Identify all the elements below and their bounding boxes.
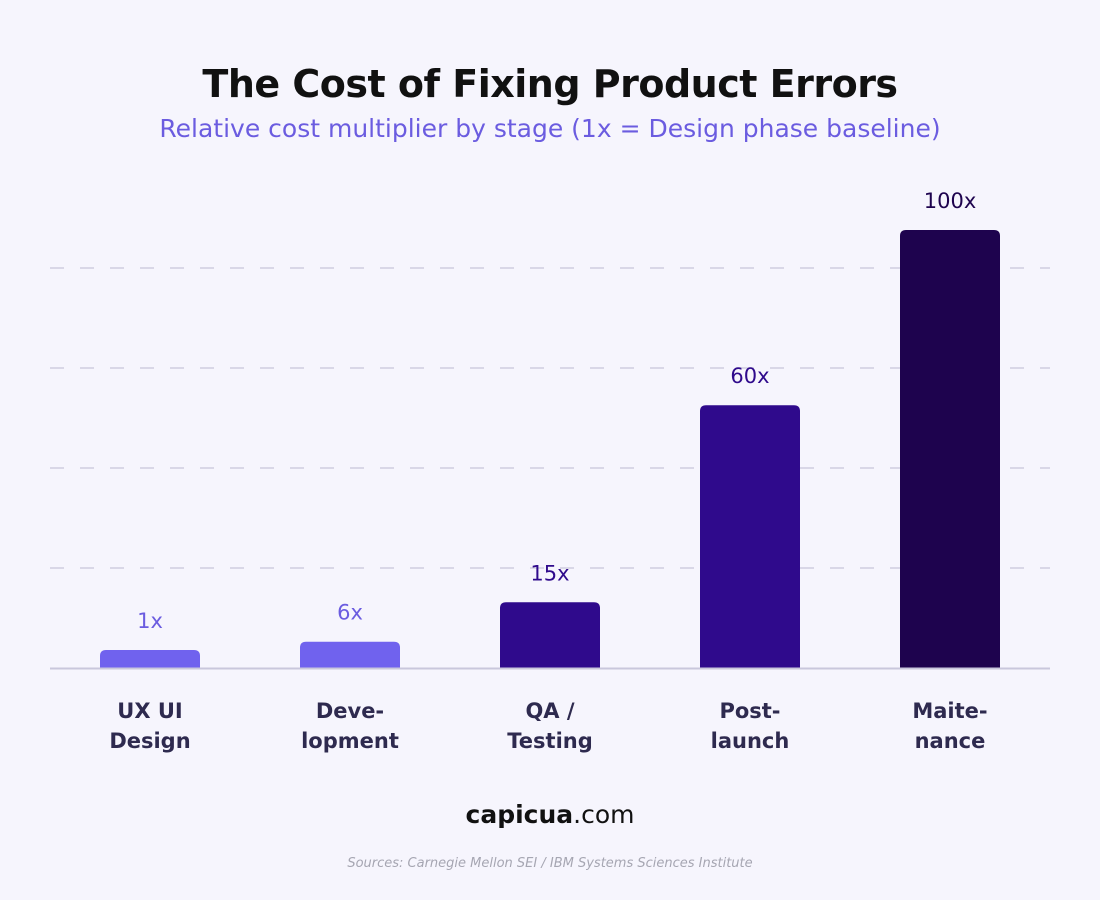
category-label: QA / xyxy=(525,699,574,723)
data-label: 6x xyxy=(337,601,363,625)
data-label: 1x xyxy=(137,609,163,633)
category-label: lopment xyxy=(301,729,399,753)
category-label: Testing xyxy=(507,729,593,753)
category-label: Design xyxy=(109,729,190,753)
bar xyxy=(100,650,200,668)
category-label: launch xyxy=(711,729,790,753)
bar xyxy=(300,641,400,668)
chart-title: The Cost of Fixing Product Errors xyxy=(202,62,898,106)
category-label: UX UI xyxy=(117,699,182,723)
data-label: 100x xyxy=(924,189,977,213)
category-label: Maite- xyxy=(912,699,987,723)
bar xyxy=(500,602,600,668)
bar xyxy=(700,405,800,668)
brand-logo: capicua.com xyxy=(0,800,1100,829)
data-label: 60x xyxy=(730,364,769,388)
category-label: Deve- xyxy=(316,699,384,723)
brand-name: capicua xyxy=(465,800,574,829)
bar xyxy=(900,230,1000,668)
source-note: Sources: Carnegie Mellon SEI / IBM Syste… xyxy=(347,856,753,871)
category-label: Post- xyxy=(719,699,780,723)
data-label: 15x xyxy=(530,561,569,585)
brand-domain: .com xyxy=(573,800,635,829)
chart-subtitle: Relative cost multiplier by stage (1x = … xyxy=(159,114,941,143)
category-label: nance xyxy=(915,729,986,753)
